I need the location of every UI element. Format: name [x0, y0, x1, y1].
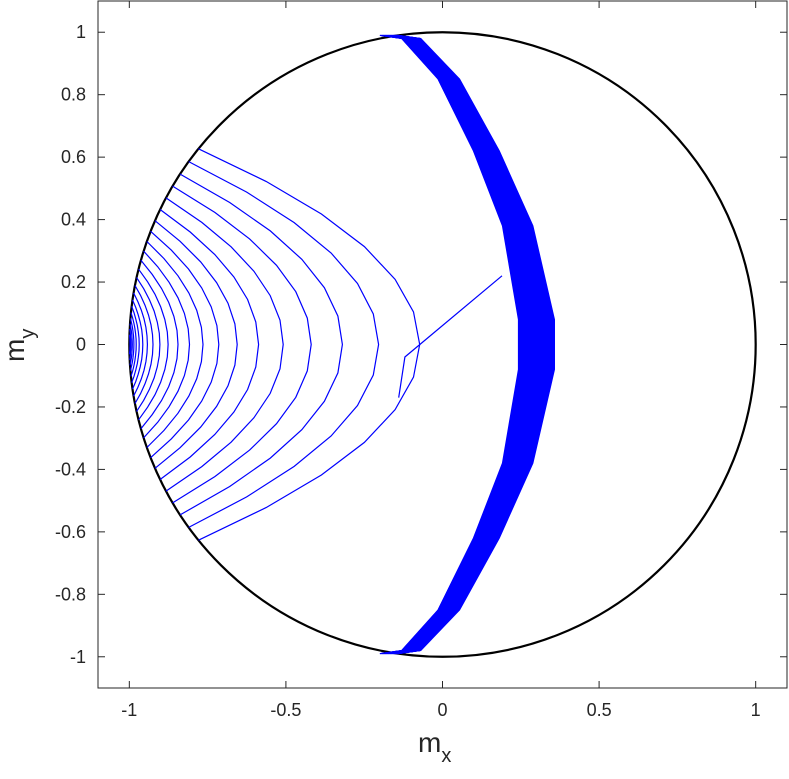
- band-curve: [385, 34, 529, 655]
- tick-labels: -1 -0.5 0 0.5 1 1 0.8 0.6 0.4 0.2 0 -0.2 -0.4 -0.6 -0.…: [55, 22, 761, 720]
- axes: [97, 0, 788, 689]
- band-curve: [387, 34, 534, 655]
- arc-curve: [138, 268, 169, 421]
- arc-curve: [130, 312, 137, 377]
- y-tick-label: -1: [70, 647, 86, 667]
- band-curve: [383, 34, 526, 655]
- band-curve: [381, 34, 523, 655]
- y-tick-label: 0.6: [61, 147, 86, 167]
- band-curve: [384, 34, 529, 655]
- band-curve: [386, 34, 533, 655]
- band-curve: [383, 34, 526, 655]
- x-tick-label: 0.5: [587, 700, 612, 720]
- band-curve: [382, 34, 524, 655]
- y-tick-label: 1: [76, 22, 86, 42]
- arc-curve: [131, 299, 144, 390]
- band-curve: [384, 34, 529, 655]
- arc-curve: [188, 161, 380, 528]
- arc-curve: [128, 334, 131, 355]
- band-curve: [381, 34, 523, 655]
- y-tick-label: -0.4: [55, 459, 86, 479]
- band-curve: [379, 34, 519, 655]
- plot-content: [128, 31, 757, 658]
- band-curve: [382, 34, 525, 655]
- arc-curve: [129, 328, 132, 361]
- x-tick-label: 1: [751, 700, 761, 720]
- band-curve: [388, 34, 535, 655]
- band-curve: [385, 34, 531, 655]
- band-curve: [385, 34, 530, 655]
- band-curve: [387, 34, 535, 655]
- band-curve: [398, 34, 555, 655]
- axis-labels: mx my: [0, 329, 451, 767]
- unit-circle: [128, 31, 757, 658]
- band-curve: [386, 34, 532, 655]
- band-curve: [382, 34, 525, 655]
- band-curve: [388, 34, 536, 655]
- arc-family: [128, 148, 421, 541]
- arc-curve: [146, 241, 204, 448]
- band-curve: [385, 34, 531, 655]
- band: [379, 34, 555, 655]
- arc-curve: [172, 185, 312, 504]
- band-curve: [381, 34, 522, 655]
- x-tick-label: -1: [121, 700, 137, 720]
- band-curve: [381, 34, 523, 655]
- band-curve: [386, 34, 533, 655]
- x-axis-label: mx: [418, 727, 451, 767]
- connector-line: [398, 275, 503, 398]
- band-curve: [387, 34, 534, 655]
- axes-box: [97, 0, 788, 689]
- band-curve: [383, 34, 527, 655]
- y-tick-label: 0.8: [61, 85, 86, 105]
- arc-curve: [159, 209, 260, 480]
- y-tick-label: -0.8: [55, 584, 86, 604]
- arc-curve: [129, 318, 135, 371]
- band-curve: [384, 34, 528, 655]
- y-tick-label: 0.4: [61, 210, 86, 230]
- y-tick-label: -0.6: [55, 522, 86, 542]
- y-tick-label: -0.2: [55, 397, 86, 417]
- y-tick-label: 0.2: [61, 272, 86, 292]
- arc-curve: [154, 220, 238, 469]
- band-curve: [379, 34, 520, 655]
- band-curve: [380, 34, 520, 655]
- y-axis-label: my: [0, 329, 39, 362]
- arc-curve: [143, 250, 191, 439]
- arc-curve: [140, 259, 179, 430]
- band-curve: [382, 34, 525, 655]
- band-curve: [385, 34, 530, 655]
- arc-curve: [150, 230, 220, 459]
- plot-area: [128, 31, 757, 658]
- band-curve: [386, 34, 532, 655]
- band-curve: [382, 34, 524, 655]
- band-curve: [386, 34, 532, 655]
- arc-curve: [134, 285, 154, 404]
- arc-curve: [179, 173, 344, 516]
- band-curve: [383, 34, 527, 655]
- band-curve: [380, 34, 521, 655]
- x-tick-label: -0.5: [270, 700, 301, 720]
- band-curve: [380, 34, 521, 655]
- band-curve: [380, 34, 522, 655]
- arc-curve: [133, 292, 149, 397]
- band-curve: [384, 34, 528, 655]
- arc-curve: [131, 306, 140, 383]
- arc-curve: [198, 148, 421, 541]
- arc-curve: [165, 197, 284, 492]
- y-tick-label: 0: [76, 335, 86, 355]
- x-tick-label: 0: [437, 700, 447, 720]
- arc-curve: [136, 277, 161, 412]
- band-curve: [387, 34, 534, 655]
- band-curve: [380, 34, 521, 655]
- arc-curve: [129, 323, 133, 366]
- band-curve: [383, 34, 527, 655]
